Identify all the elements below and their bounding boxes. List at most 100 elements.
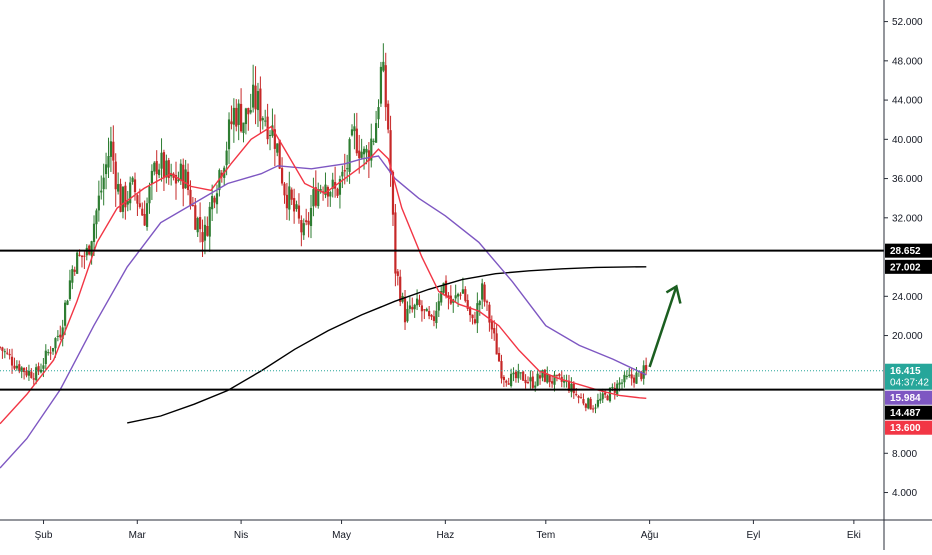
candle-body <box>64 303 66 326</box>
candle-body <box>211 196 213 209</box>
candle-body <box>459 295 461 296</box>
candle-body <box>163 152 165 178</box>
candle-body <box>182 165 184 189</box>
candle-body <box>146 203 148 227</box>
candle-body <box>433 316 435 321</box>
candle-body <box>375 123 377 143</box>
candle-body <box>585 404 587 408</box>
candle-body <box>445 281 447 297</box>
candle-body <box>619 383 621 385</box>
candle-body <box>575 394 577 395</box>
candle-body <box>136 195 138 204</box>
annotation-layer <box>650 286 681 366</box>
x-tick-label: Ağu <box>641 530 659 541</box>
candle-body <box>103 178 105 190</box>
candle-body <box>471 315 473 318</box>
candle-body <box>254 86 256 110</box>
price-label: 14.487 <box>890 408 921 419</box>
candle-body <box>597 400 599 407</box>
candle-body <box>197 218 199 232</box>
x-tick-label: Mar <box>129 530 147 541</box>
candle-body <box>194 205 196 230</box>
candle-body <box>505 381 507 383</box>
candle-body <box>91 241 93 255</box>
candle-body <box>132 178 134 182</box>
candle-body <box>69 280 71 299</box>
candle-body <box>353 126 355 131</box>
candle-body <box>486 301 488 302</box>
candle-body <box>522 372 524 381</box>
candle-body <box>438 301 440 310</box>
price-label: 16.415 <box>890 366 921 377</box>
candle-body <box>496 333 498 354</box>
price-label: 13.600 <box>890 423 921 434</box>
candle-body <box>213 198 215 203</box>
candle-body <box>602 393 604 399</box>
candle-body <box>537 374 539 386</box>
candle-body <box>305 220 307 222</box>
candle-body <box>230 121 232 124</box>
candle-body <box>156 161 158 174</box>
candle-body <box>247 108 249 114</box>
candle-body <box>93 224 95 242</box>
candle-body <box>385 65 387 107</box>
candle-body <box>361 152 363 158</box>
candle-body <box>635 373 637 384</box>
candle-body <box>508 383 510 384</box>
candle-body <box>498 353 500 361</box>
candle-body <box>329 192 331 197</box>
candle-body <box>483 285 485 302</box>
candle-body <box>295 204 297 209</box>
candle-body <box>539 375 541 378</box>
candle-body <box>66 301 68 305</box>
candle-body <box>534 386 536 388</box>
candle-body <box>423 309 425 310</box>
candle-body <box>1 347 3 350</box>
candle-body <box>404 297 406 322</box>
candle-body <box>380 67 382 104</box>
candle-body <box>421 305 423 311</box>
candle-body <box>356 129 358 154</box>
candle-body <box>286 195 288 208</box>
candle-body <box>529 377 531 381</box>
horizontal-lines-layer <box>0 251 884 390</box>
candle-body <box>139 203 141 207</box>
candle-body <box>119 184 121 212</box>
candle-body <box>500 361 502 378</box>
candle-body <box>411 307 413 310</box>
candle-body <box>42 365 44 369</box>
x-tick-label: Nis <box>234 530 248 541</box>
candle-body <box>307 221 309 225</box>
candle-body <box>250 110 252 112</box>
candle-body <box>604 393 606 395</box>
y-tick-label: 24.000 <box>892 292 923 303</box>
candle-body <box>341 172 343 177</box>
candle-body <box>570 384 572 392</box>
candle-body <box>105 164 107 174</box>
candle-body <box>226 151 228 166</box>
y-tick-label: 20.000 <box>892 331 923 342</box>
candle-body <box>4 351 6 352</box>
candle-body <box>611 387 613 388</box>
candle-body <box>303 223 305 235</box>
candle-body <box>129 182 131 203</box>
candle-body <box>134 179 136 192</box>
x-tick-label: Haz <box>436 530 454 541</box>
candle-body <box>281 168 283 183</box>
price-label: 27.002 <box>890 262 921 273</box>
candle-body <box>25 371 27 376</box>
candle-body <box>81 255 83 257</box>
candle-body <box>606 396 608 400</box>
y-tick-label: 40.000 <box>892 135 923 146</box>
candle-body <box>259 89 261 122</box>
x-tick-label: Tem <box>536 530 555 541</box>
candle-body <box>98 196 100 211</box>
candle-body <box>0 347 1 348</box>
candle-body <box>78 255 80 256</box>
candle-body <box>365 149 367 153</box>
price-label: 28.652 <box>890 246 921 257</box>
candle-body <box>201 232 203 242</box>
